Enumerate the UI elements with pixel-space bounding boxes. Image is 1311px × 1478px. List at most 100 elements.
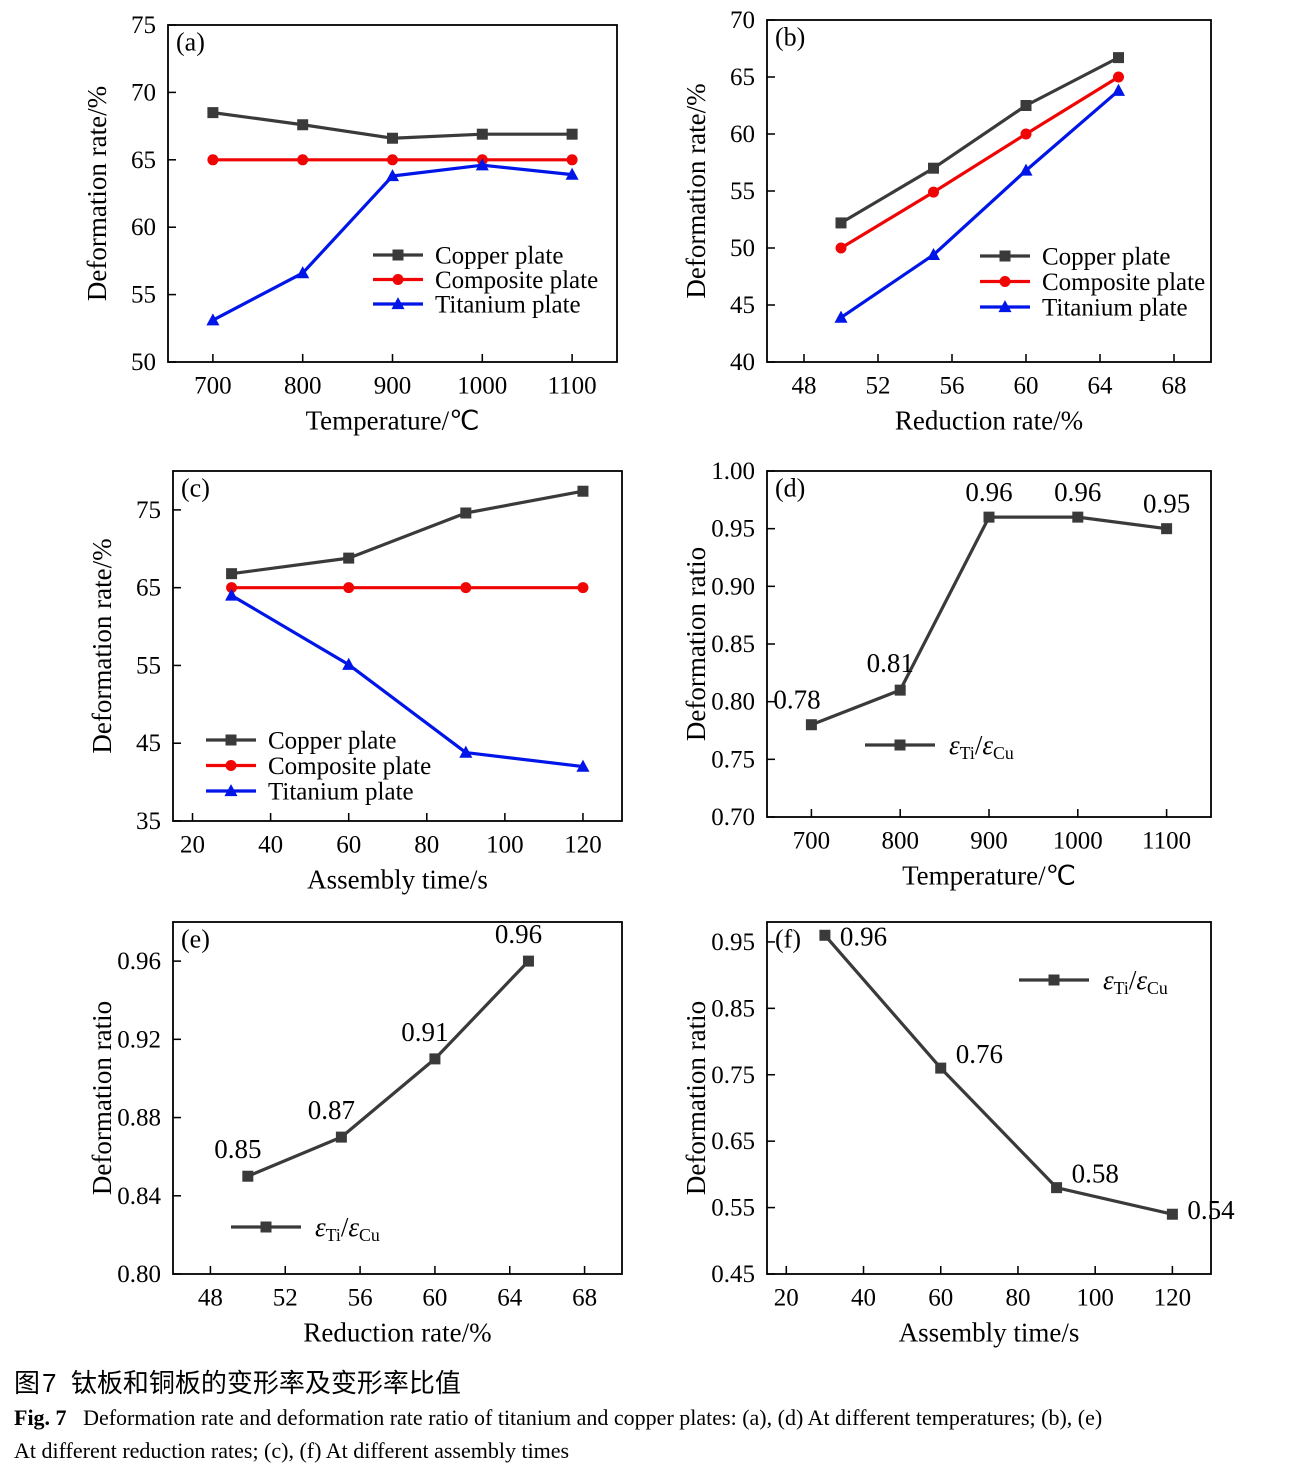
svg-text:60: 60 xyxy=(730,121,755,148)
svg-text:0.96: 0.96 xyxy=(1054,477,1101,507)
svg-text:0.95: 0.95 xyxy=(1143,489,1190,519)
svg-text:80: 80 xyxy=(414,831,439,858)
svg-text:45: 45 xyxy=(136,730,161,757)
svg-text:35: 35 xyxy=(136,808,161,835)
svg-text:20: 20 xyxy=(180,831,205,858)
svg-text:Reduction rate/%: Reduction rate/% xyxy=(895,406,1083,436)
svg-text:40: 40 xyxy=(730,349,755,376)
svg-text:900: 900 xyxy=(374,372,412,399)
svg-text:Titanium plate: Titanium plate xyxy=(435,291,581,318)
svg-text:20: 20 xyxy=(774,1284,799,1311)
svg-text:80: 80 xyxy=(1005,1284,1030,1311)
svg-text:0.96: 0.96 xyxy=(495,919,542,949)
svg-text:0.87: 0.87 xyxy=(308,1095,355,1125)
svg-text:56: 56 xyxy=(940,372,965,399)
svg-text:(e): (e) xyxy=(181,924,210,953)
svg-text:120: 120 xyxy=(564,831,602,858)
svg-text:100: 100 xyxy=(486,831,524,858)
svg-text:75: 75 xyxy=(131,12,156,39)
svg-text:55: 55 xyxy=(730,178,755,205)
svg-text:100: 100 xyxy=(1076,1284,1114,1311)
svg-text:60: 60 xyxy=(1014,372,1039,399)
svg-text:Deformation rate/%: Deformation rate/% xyxy=(82,86,112,301)
svg-text:Deformation rate/%: Deformation rate/% xyxy=(87,538,117,753)
svg-text:Temperature/℃: Temperature/℃ xyxy=(306,406,480,436)
svg-text:0.96: 0.96 xyxy=(965,477,1012,507)
svg-text:Assembly time/s: Assembly time/s xyxy=(899,1318,1080,1348)
svg-text:Copper plate: Copper plate xyxy=(268,727,396,754)
svg-text:40: 40 xyxy=(258,831,283,858)
svg-text:0.95: 0.95 xyxy=(711,929,755,956)
svg-text:0.90: 0.90 xyxy=(711,573,755,600)
svg-text:Temperature/℃: Temperature/℃ xyxy=(902,861,1076,891)
svg-text:70: 70 xyxy=(131,79,156,106)
svg-text:700: 700 xyxy=(793,827,831,854)
svg-text:0.95: 0.95 xyxy=(711,516,755,543)
svg-text:40: 40 xyxy=(851,1284,876,1311)
svg-text:0.65: 0.65 xyxy=(711,1128,755,1155)
svg-text:0.96: 0.96 xyxy=(840,921,887,951)
svg-text:0.84: 0.84 xyxy=(117,1183,161,1210)
svg-text:0.85: 0.85 xyxy=(214,1134,261,1164)
svg-text:56: 56 xyxy=(348,1284,373,1311)
svg-text:65: 65 xyxy=(730,64,755,91)
svg-text:0.76: 0.76 xyxy=(956,1039,1003,1069)
svg-text:55: 55 xyxy=(136,652,161,679)
svg-text:0.92: 0.92 xyxy=(117,1026,161,1053)
svg-text:65: 65 xyxy=(131,147,156,174)
svg-text:Copper plate: Copper plate xyxy=(435,242,563,269)
svg-text:1100: 1100 xyxy=(548,372,597,399)
svg-text:55: 55 xyxy=(131,282,156,309)
svg-text:0.85: 0.85 xyxy=(711,631,755,658)
svg-text:Titanium plate: Titanium plate xyxy=(268,778,414,805)
svg-text:Reduction rate/%: Reduction rate/% xyxy=(303,1318,491,1348)
svg-text:52: 52 xyxy=(273,1284,298,1311)
svg-text:0.58: 0.58 xyxy=(1072,1159,1119,1189)
svg-text:68: 68 xyxy=(572,1284,597,1311)
svg-text:65: 65 xyxy=(136,575,161,602)
svg-text:900: 900 xyxy=(970,827,1008,854)
svg-text:0.81: 0.81 xyxy=(867,648,914,678)
svg-text:0.85: 0.85 xyxy=(711,995,755,1022)
svg-text:0.80: 0.80 xyxy=(117,1261,161,1288)
svg-text:60: 60 xyxy=(131,214,156,241)
svg-text:1000: 1000 xyxy=(1053,827,1103,854)
svg-text:0.45: 0.45 xyxy=(711,1261,755,1288)
svg-text:48: 48 xyxy=(198,1284,223,1311)
svg-text:0.55: 0.55 xyxy=(711,1195,755,1222)
svg-text:0.75: 0.75 xyxy=(711,1062,755,1089)
svg-text:Assembly time/s: Assembly time/s xyxy=(307,865,488,895)
svg-text:50: 50 xyxy=(131,349,156,376)
svg-text:0.70: 0.70 xyxy=(711,804,755,831)
svg-text:Deformation ratio: Deformation ratio xyxy=(681,1001,711,1195)
svg-text:Titanium plate: Titanium plate xyxy=(1042,294,1188,321)
svg-text:Deformation rate/%: Deformation rate/% xyxy=(681,83,711,298)
svg-text:1000: 1000 xyxy=(457,372,507,399)
svg-text:Composite plate: Composite plate xyxy=(435,267,598,294)
svg-text:0.88: 0.88 xyxy=(117,1105,161,1132)
svg-text:(a): (a) xyxy=(176,27,205,56)
svg-text:Copper plate: Copper plate xyxy=(1042,243,1170,270)
svg-text:Deformation ratio: Deformation ratio xyxy=(87,1001,117,1195)
svg-text:0.96: 0.96 xyxy=(117,948,161,975)
svg-text:0.78: 0.78 xyxy=(773,685,820,715)
svg-text:52: 52 xyxy=(866,372,891,399)
svg-text:120: 120 xyxy=(1154,1284,1192,1311)
svg-text:70: 70 xyxy=(730,7,755,34)
svg-text:Deformation ratio: Deformation ratio xyxy=(681,547,711,741)
svg-text:60: 60 xyxy=(336,831,361,858)
svg-text:Composite plate: Composite plate xyxy=(268,753,431,780)
svg-text:700: 700 xyxy=(194,372,232,399)
svg-text:(b): (b) xyxy=(775,22,805,51)
svg-text:68: 68 xyxy=(1162,372,1187,399)
svg-text:64: 64 xyxy=(1088,372,1114,399)
svg-text:45: 45 xyxy=(730,292,755,319)
svg-text:60: 60 xyxy=(422,1284,447,1311)
svg-text:50: 50 xyxy=(730,235,755,262)
svg-text:1.00: 1.00 xyxy=(711,458,755,485)
svg-text:0.54: 0.54 xyxy=(1187,1195,1235,1225)
svg-text:1100: 1100 xyxy=(1142,827,1191,854)
svg-text:Composite plate: Composite plate xyxy=(1042,269,1205,296)
svg-text:0.80: 0.80 xyxy=(711,689,755,716)
svg-text:800: 800 xyxy=(284,372,322,399)
